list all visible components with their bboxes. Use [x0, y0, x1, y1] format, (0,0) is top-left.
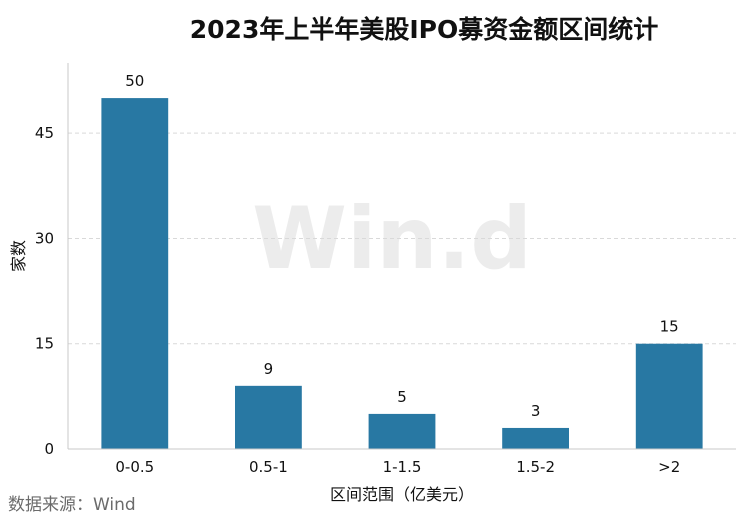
y-tick-label-1: 15: [35, 335, 54, 353]
bar-0: [101, 98, 169, 449]
grid-layer: [68, 132, 736, 345]
watermark: Win.d: [252, 189, 532, 289]
data-label-0: 50: [125, 72, 144, 90]
data-label-1: 9: [264, 360, 274, 378]
x-tick-label-3: 1.5-2: [516, 458, 555, 476]
y-tick-label-3: 45: [35, 124, 54, 142]
y-tick-label-2: 30: [35, 229, 54, 247]
label-layer: 0 15 30 45 50 0-0.5 9 0.5-1 5 1-1.5 3 1.5-2 15 >2: [35, 72, 680, 476]
data-label-4: 15: [660, 318, 679, 336]
source-note: 数据来源：Wind: [8, 495, 136, 515]
bar-layer: [101, 98, 703, 449]
bar-1: [235, 385, 302, 449]
x-tick-label-2: 1-1.5: [383, 458, 422, 476]
bar-4: [635, 343, 703, 449]
y-axis-label: 家数: [9, 240, 28, 272]
x-tick-label-1: 0.5-1: [249, 458, 288, 476]
bar-3: [502, 427, 569, 449]
x-tick-label-4: >2: [658, 458, 680, 476]
data-label-2: 5: [397, 388, 407, 406]
y-tick-label-0: 0: [44, 440, 54, 458]
x-tick-label-0: 0-0.5: [115, 458, 154, 476]
x-axis-label: 区间范围（亿美元）: [330, 485, 474, 504]
chart-title: 2023年上半年美股IPO募资金额区间统计: [190, 15, 658, 44]
bar-2: [368, 413, 436, 449]
data-label-3: 3: [531, 402, 541, 420]
